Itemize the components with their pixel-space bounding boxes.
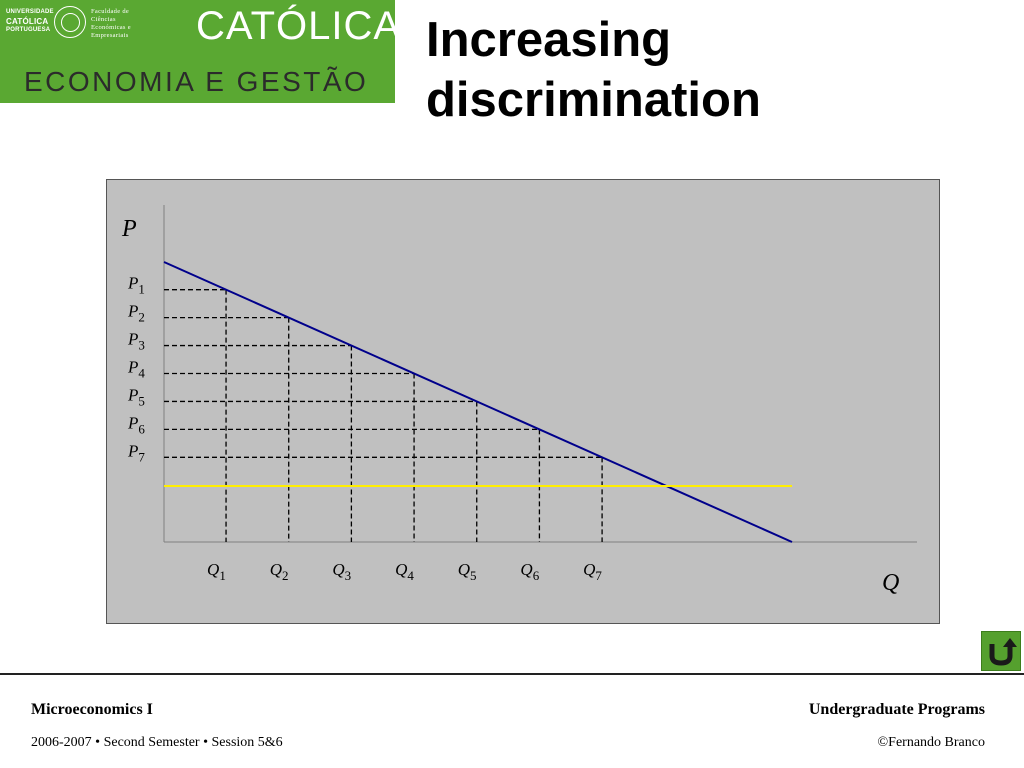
faculty-line-1: Faculdade de [91, 8, 130, 15]
price-label-1: P1 [127, 274, 145, 297]
university-seal-icon [54, 6, 86, 38]
brand-subtitle: ECONOMIA E GESTÃO [24, 66, 369, 97]
quantity-label-7: Q7 [583, 560, 602, 583]
quantity-label-1: Q1 [207, 560, 226, 583]
quantity-label-3: Q3 [332, 560, 351, 583]
slide-title: Increasing discrimination [426, 13, 761, 127]
y-axis-label: P [121, 216, 137, 242]
price-label-5: P5 [127, 385, 145, 408]
u-turn-arrow-icon [989, 638, 1017, 666]
program-title: Undergraduate Programs [808, 701, 985, 718]
price-label-6: P6 [127, 413, 145, 436]
demand-curve [163, 261, 793, 543]
quantity-label-4: Q4 [395, 560, 414, 583]
faculty-name: Faculdade de Ciências Económicas e Empre… [91, 8, 151, 40]
chart-panel: P Q P1 Q1 P2 Q2 P3 Q3 P4 Q4 P5 Q5 P6 Q6 P7 Q7 [106, 179, 940, 624]
x-axis-label: Q [882, 570, 899, 596]
session-info: 2006-2007 • Second Semester • Session 5&… [31, 735, 283, 750]
author-credit: ©Fernando Branco [877, 735, 985, 750]
university-line-1: UNIVERSIDADE [6, 9, 54, 15]
quantity-label-5: Q5 [458, 560, 477, 583]
university-name: UNIVERSIDADE CATÓLICA PORTUGUESA [6, 8, 54, 35]
course-title: Microeconomics I [31, 701, 153, 718]
faculty-line-3: Económicas e [91, 24, 131, 31]
price-label-2: P2 [127, 302, 145, 325]
faculty-line-4: Empresariais [91, 32, 129, 39]
demand-chart: P Q P1 Q1 P2 Q2 P3 Q3 P4 Q4 P5 Q5 P6 Q6 P7 Q7 [121, 205, 917, 596]
brand-name: CATÓLICA [196, 4, 402, 48]
footer-divider [0, 673, 1024, 675]
university-line-2: CATÓLICA [6, 17, 49, 26]
university-line-3: PORTUGUESA [6, 27, 51, 33]
catolica-logo: UNIVERSIDADE CATÓLICA PORTUGUESA Faculda… [0, 0, 400, 103]
step-guides: P1 Q1 P2 Q2 P3 Q3 P4 Q4 P5 Q5 P6 Q6 P7 Q7 [127, 274, 603, 583]
home-button[interactable] [981, 631, 1021, 671]
quantity-label-6: Q6 [520, 560, 539, 583]
faculty-line-2: Ciências [91, 16, 116, 23]
price-label-4: P4 [127, 357, 145, 380]
quantity-label-2: Q2 [270, 560, 289, 583]
price-label-7: P7 [127, 441, 145, 464]
price-label-3: P3 [127, 330, 145, 353]
